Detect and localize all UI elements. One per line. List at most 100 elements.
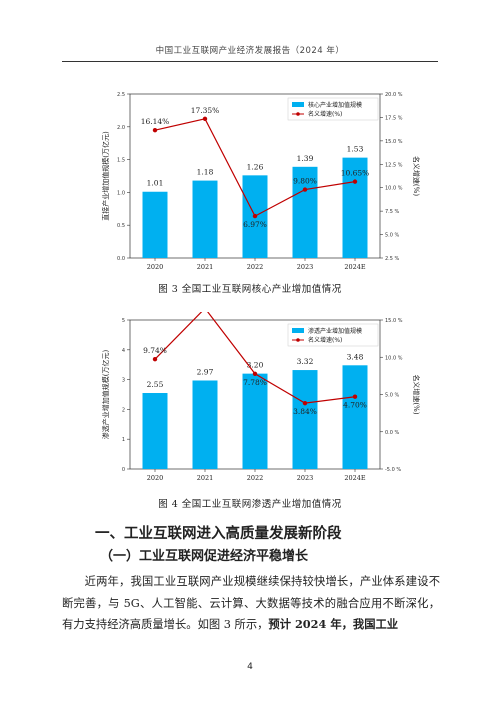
- right-axis-tick-label: 7.5 %: [385, 209, 400, 215]
- right-axis-tick-label: 12.5 %: [385, 162, 403, 168]
- growth-value-label: 4.70%: [343, 401, 367, 410]
- growth-point: [252, 371, 258, 376]
- growth-point: [152, 127, 158, 133]
- right-axis-tick-label: 15.0 %: [385, 318, 403, 324]
- left-axis-tick-label: 2.0: [117, 125, 125, 131]
- subsection-heading: （一）工业互联网促进经济平稳增长: [100, 549, 309, 564]
- legend-line-marker: [296, 338, 300, 342]
- left-axis-tick-label: 0: [122, 467, 125, 473]
- growth-value-label: 16.14%: [141, 117, 170, 126]
- growth-point: [352, 179, 358, 184]
- legend-bar-swatch: [292, 328, 304, 333]
- right-axis-tick-label: 15.0 %: [385, 139, 403, 145]
- x-axis-tick-label: 2024E: [344, 263, 366, 271]
- paragraph-bold-text: 预计 2024 年，我国工业: [268, 617, 399, 631]
- growth-value-label: 9.74%: [143, 346, 167, 355]
- figure-4-caption: 图 4 全国工业互联网渗透产业增加值情况: [158, 499, 342, 510]
- bar-value-label: 2.55: [147, 380, 164, 389]
- left-axis-tick-label: 2.5: [117, 92, 125, 98]
- right-axis-tick-label: 5.0 %: [385, 233, 400, 239]
- paragraph-text: 近两年，我国工业互联网产业规模继续保持较快增长，产业体系建设不断完善，与 5G、…: [62, 575, 440, 631]
- bar: [142, 393, 168, 469]
- left-axis-tick-label: 0.0: [117, 256, 125, 262]
- right-axis-tick-label: -5.0 %: [385, 467, 401, 473]
- growth-value-label: 17.35%: [191, 106, 220, 115]
- x-axis-tick-label: 2023: [297, 263, 314, 271]
- x-axis-tick-label: 2024E: [344, 474, 366, 482]
- left-axis-tick-label: 4: [122, 348, 125, 354]
- section-heading: 一、工业互联网进入高质量发展新阶段: [95, 526, 342, 542]
- header-rule: [62, 61, 438, 62]
- x-axis-tick-label: 2021: [197, 263, 214, 271]
- legend-line-marker: [296, 112, 300, 116]
- x-axis-tick-label: 2022: [247, 474, 264, 482]
- body-paragraph: 近两年，我国工业互联网产业规模继续保持较快增长，产业体系建设不断完善，与 5G、…: [62, 571, 440, 636]
- right-axis-tick-label: 5.0 %: [385, 393, 400, 399]
- chart-core-industry-svg: 0.0 0.5 1.0 1.5 2.0 2.5 2.5 % 5.0 % 7.5 % 10.0 % 1…: [101, 92, 421, 271]
- growth-point: [352, 394, 358, 399]
- chart-penetration-industry: 0 1 2 3 4 5 -5.0 % 0.0 % 5.0 % 10.0 % 15.0 % 2.55 2.…: [0, 312, 500, 487]
- right-axis-tick-label: 10.0 %: [385, 355, 403, 361]
- bar: [292, 166, 318, 258]
- left-axis-tick-label: 2: [122, 407, 125, 413]
- bar: [342, 157, 368, 258]
- right-axis-tick-label: 0.0 %: [385, 430, 400, 436]
- bar: [342, 365, 368, 469]
- bar-value-label: 3.20: [247, 361, 264, 370]
- growth-value-label: 3.84%: [293, 407, 317, 416]
- legend-bar-swatch: [292, 102, 304, 107]
- growth-value-label: 6.97%: [243, 220, 267, 229]
- growth-point: [252, 213, 258, 219]
- bar: [192, 180, 218, 258]
- left-axis-tick-label: 0.5: [117, 223, 125, 229]
- left-axis-tick-label: 3: [122, 378, 125, 384]
- x-axis-tick-label: 2020: [147, 474, 164, 482]
- chart-core-industry: 0.0 0.5 1.0 1.5 2.0 2.5 2.5 % 5.0 % 7.5 % 10.0 % 1…: [0, 86, 500, 276]
- bar-value-label: 1.53: [347, 145, 364, 154]
- x-axis-tick-label: 2021: [197, 474, 214, 482]
- growth-value-label: 10.65%: [341, 169, 370, 178]
- left-axis-tick-label: 1.5: [117, 158, 125, 164]
- bar-value-label: 3.32: [297, 357, 314, 366]
- growth-point: [202, 116, 208, 122]
- legend-line-label: 名义增速(%): [308, 336, 342, 344]
- legend-bar-label: 核心产业增加值规模: [308, 101, 362, 109]
- bar: [192, 380, 218, 469]
- page-number: 4: [247, 662, 253, 672]
- x-axis-tick-label: 2023: [297, 474, 314, 482]
- bar-value-label: 3.48: [347, 352, 364, 361]
- legend-box: [287, 323, 379, 347]
- bar-value-label: 1.39: [297, 154, 314, 163]
- legend-bar-label: 渗透产业增加值规模: [308, 327, 362, 335]
- left-axis-title: 直接产业增加值规模(万亿元): [101, 131, 110, 221]
- right-axis-title: 名义增速(%): [412, 156, 421, 196]
- bar-value-label: 1.18: [197, 168, 214, 177]
- figure-3-caption: 图 3 全国工业互联网核心产业增加值情况: [158, 284, 342, 295]
- legend-line-label: 名义增速(%): [308, 110, 342, 118]
- growth-value-label: 9.80%: [293, 177, 317, 186]
- bar: [242, 373, 268, 469]
- bar: [142, 191, 168, 258]
- x-axis-tick-label: 2022: [247, 263, 264, 271]
- left-axis-tick-label: 5: [122, 318, 125, 324]
- right-axis-tick-label: 20.0 %: [385, 92, 403, 98]
- bar: [292, 370, 318, 469]
- chart-penetration-industry-svg: 0 1 2 3 4 5 -5.0 % 0.0 % 5.0 % 10.0 % 15.0 % 2.55 2.…: [101, 312, 421, 482]
- right-axis-title: 名义增速(%): [412, 374, 421, 414]
- bar-value-label: 2.97: [197, 367, 214, 376]
- growth-value-label: 7.78%: [243, 378, 267, 387]
- right-axis-tick-label: 10.0 %: [385, 186, 403, 192]
- right-axis-tick-label: 17.5 %: [385, 115, 403, 121]
- growth-point: [302, 187, 308, 192]
- left-axis-title: 渗透产业增加值规模(万亿元): [101, 350, 110, 440]
- right-axis-tick-label: 2.5 %: [385, 256, 400, 262]
- left-axis-tick-label: 1: [122, 437, 125, 443]
- bar-value-label: 1.26: [247, 162, 264, 171]
- legend-box: [287, 97, 379, 121]
- left-axis-tick-label: 1.0: [117, 190, 125, 196]
- x-axis-tick-label: 2020: [147, 263, 164, 271]
- growth-point: [152, 356, 158, 362]
- running-header: 中国工业互联网产业经济发展报告（2024 年）: [155, 46, 345, 56]
- growth-point: [302, 400, 308, 406]
- bar-value-label: 1.01: [147, 179, 164, 188]
